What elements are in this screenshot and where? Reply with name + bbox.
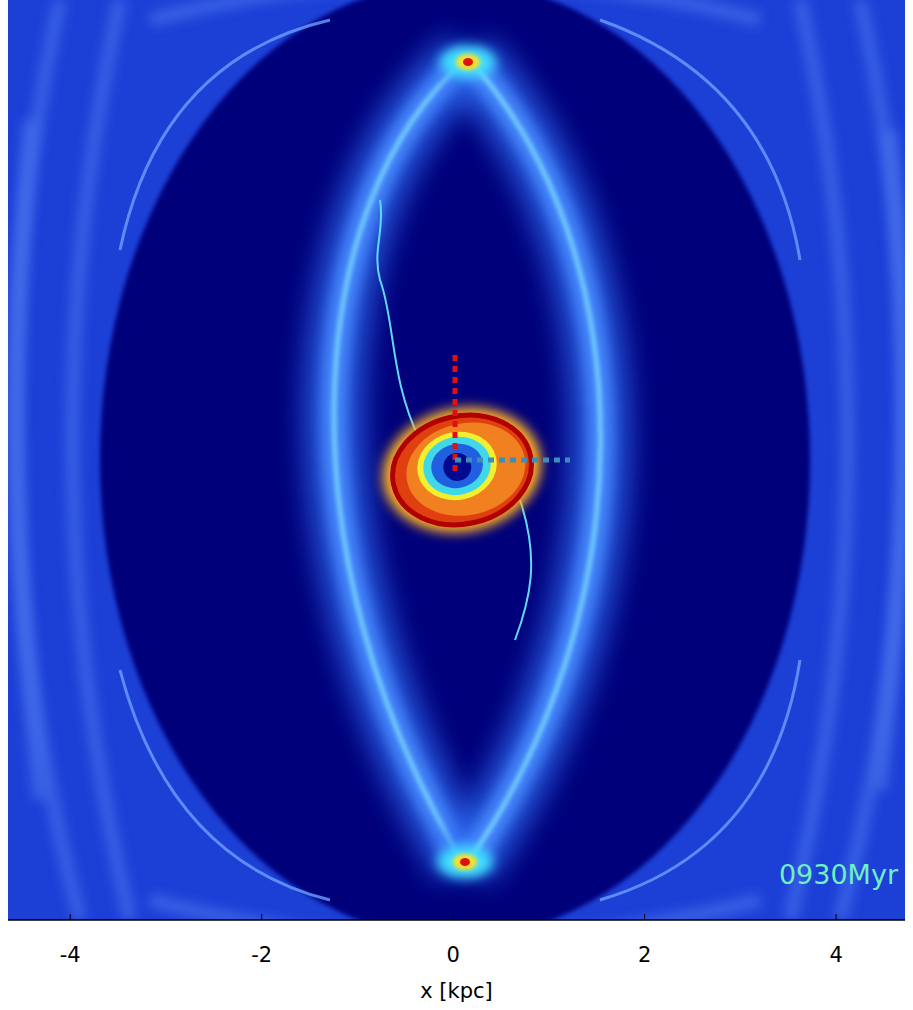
x-tick-label: 4 bbox=[829, 943, 842, 967]
time-label: 0930Myr bbox=[779, 859, 899, 890]
x-tick-label: 0 bbox=[446, 943, 459, 967]
x-tick bbox=[70, 914, 71, 920]
nuclear-ring bbox=[371, 393, 553, 548]
knot-glow bbox=[440, 46, 496, 78]
chart: 0930Myr -4 -2 0 2 4 x [kpc] bbox=[0, 0, 913, 1010]
x-axis-title: x [kpc] bbox=[420, 979, 493, 1003]
outer-arc bbox=[880, 130, 903, 790]
x-tick-label: -2 bbox=[251, 943, 272, 967]
cavity-edge bbox=[600, 660, 800, 900]
figure: 0930Myr -4 -2 0 2 4 x [kpc] bbox=[0, 0, 913, 1010]
x-tick-label: 2 bbox=[638, 943, 651, 967]
knot-glow bbox=[437, 846, 493, 878]
cavity bbox=[100, 0, 810, 920]
cavity-edge bbox=[120, 670, 330, 900]
guide-horizontal bbox=[455, 458, 570, 463]
knot-core bbox=[460, 858, 470, 866]
outer-arc bbox=[17, 120, 40, 800]
ring-outer bbox=[382, 403, 541, 538]
knot bbox=[453, 854, 477, 870]
filament bbox=[377, 200, 420, 440]
x-axis-line bbox=[8, 919, 905, 921]
x-tick bbox=[453, 914, 454, 920]
density-map bbox=[8, 0, 905, 920]
knot-core bbox=[463, 58, 473, 66]
guide-vertical bbox=[453, 355, 458, 472]
cavity-edge bbox=[600, 20, 800, 260]
ring-edge bbox=[382, 403, 541, 538]
knot bbox=[456, 54, 480, 70]
x-tick bbox=[644, 914, 645, 920]
cavity-edge bbox=[120, 20, 330, 250]
x-tick-label: -4 bbox=[60, 943, 81, 967]
filament bbox=[515, 500, 531, 640]
x-tick bbox=[261, 914, 262, 920]
ring-glow bbox=[371, 393, 553, 548]
x-tick bbox=[836, 914, 837, 920]
